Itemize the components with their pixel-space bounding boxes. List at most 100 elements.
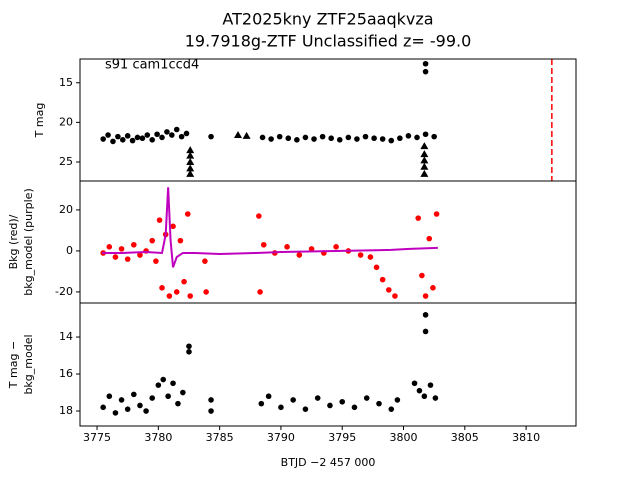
- model-line: [101, 187, 438, 268]
- data-point: [156, 217, 163, 223]
- data-point: [164, 129, 170, 135]
- y-tick-label: 18: [59, 404, 73, 417]
- data-point: [367, 254, 374, 260]
- data-point: [363, 395, 370, 401]
- y-axis-label: T mag: [33, 103, 46, 139]
- data-point: [357, 252, 364, 258]
- data-point: [106, 244, 113, 250]
- upper-limit-marker: [420, 156, 429, 164]
- y-tick-label: 15: [59, 76, 73, 89]
- y-tick-label: -20: [55, 285, 73, 298]
- data-point: [379, 136, 386, 142]
- data-point: [137, 402, 143, 409]
- data-point: [354, 136, 360, 142]
- data-point: [143, 408, 149, 414]
- data-point: [124, 406, 131, 412]
- data-point: [160, 376, 167, 383]
- data-point: [319, 133, 326, 140]
- data-point: [256, 213, 262, 219]
- chart-title: AT2025kny ZTF25aaqkvza: [222, 10, 433, 29]
- data-point: [178, 133, 185, 140]
- data-point: [427, 382, 434, 388]
- data-point: [155, 382, 162, 388]
- data-point: [139, 135, 146, 142]
- data-point: [302, 406, 309, 412]
- data-point: [386, 287, 392, 293]
- data-point: [112, 254, 119, 260]
- upper-limit-marker: [186, 157, 195, 165]
- data-point: [208, 397, 214, 403]
- y-tick-label: 25: [59, 155, 73, 168]
- upper-limit-marker: [186, 146, 195, 154]
- y-axis-label: bkg_model: [22, 334, 35, 394]
- data-point: [294, 137, 300, 143]
- data-point: [137, 252, 143, 258]
- data-point: [422, 131, 429, 138]
- data-point: [433, 211, 440, 217]
- data-point: [177, 237, 184, 244]
- data-point: [169, 132, 175, 138]
- data-point: [388, 406, 395, 412]
- y-tick-label: 14: [59, 330, 73, 343]
- data-point: [339, 398, 346, 405]
- data-point: [203, 289, 209, 295]
- data-point: [173, 289, 180, 295]
- data-point: [422, 60, 429, 67]
- data-point: [187, 293, 194, 299]
- data-point: [285, 135, 292, 142]
- data-point: [416, 387, 423, 394]
- data-point: [397, 135, 403, 142]
- data-point: [268, 136, 274, 142]
- data-point: [112, 410, 119, 416]
- data-point: [100, 404, 106, 411]
- upper-limit-marker: [420, 162, 429, 170]
- data-point: [131, 241, 137, 248]
- x-tick-label: 3810: [512, 431, 540, 444]
- data-point: [119, 137, 126, 143]
- data-point: [154, 131, 160, 138]
- data-point: [184, 211, 191, 217]
- data-point: [173, 126, 180, 133]
- data-point: [159, 134, 165, 141]
- y-tick-label: 16: [59, 367, 73, 380]
- x-tick-label: 3790: [267, 431, 295, 444]
- data-point: [124, 133, 131, 139]
- annotation: s91 cam1ccd4: [105, 58, 199, 73]
- upper-limit-marker: [186, 169, 195, 177]
- data-point: [149, 137, 156, 143]
- x-tick-label: 3780: [144, 431, 172, 444]
- data-point: [327, 402, 333, 409]
- chart-title: 19.7918g-ZTF Unclassified z= -99.0: [185, 32, 472, 51]
- data-point: [259, 134, 266, 141]
- upper-limit-marker: [186, 164, 195, 172]
- upper-limit-marker: [242, 131, 251, 139]
- data-point: [165, 393, 171, 400]
- data-point: [186, 349, 192, 355]
- data-point: [392, 293, 398, 299]
- data-point: [170, 223, 176, 230]
- data-point: [208, 133, 214, 140]
- data-point: [258, 400, 265, 407]
- data-point: [260, 241, 267, 248]
- data-point: [144, 132, 151, 138]
- upper-limit-marker: [186, 151, 195, 159]
- data-point: [159, 285, 165, 291]
- x-tick-label: 3785: [206, 431, 234, 444]
- data-point: [328, 135, 334, 142]
- data-point: [278, 404, 284, 411]
- data-point: [426, 235, 433, 242]
- data-point: [115, 133, 121, 140]
- data-point: [411, 380, 418, 387]
- upper-limit-marker: [420, 169, 429, 177]
- panel-frame: [79, 302, 577, 427]
- data-point: [430, 285, 436, 291]
- x-axis-label: BTJD −2 457 000: [281, 456, 376, 469]
- data-point: [105, 132, 111, 138]
- data-point: [100, 136, 106, 142]
- data-point: [351, 404, 358, 411]
- data-point: [311, 136, 317, 142]
- y-tick-label: 20: [59, 203, 73, 216]
- data-point: [345, 134, 352, 141]
